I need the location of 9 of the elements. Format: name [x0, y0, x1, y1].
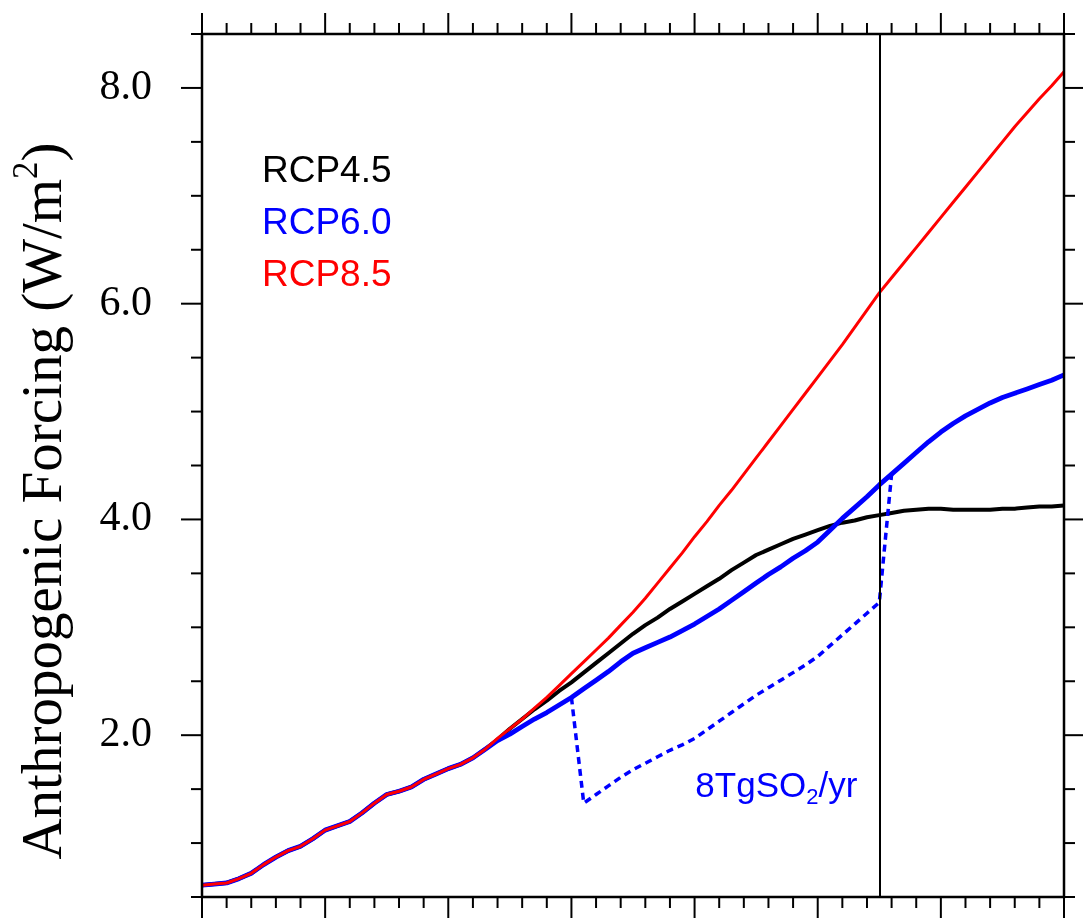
text: RCP8.5 [262, 253, 392, 294]
line-series [569, 472, 894, 805]
y-tick-label: 4.0 [99, 493, 152, 540]
y-tick-label: 8.0 [99, 61, 152, 108]
y-tick-label: 2.0 [99, 709, 152, 756]
text: RCP6.0 [262, 201, 392, 242]
y-tick-label: 6.0 [99, 277, 152, 324]
y-axis-title: Anthropogenic Forcing (W/m2) [6, 142, 74, 860]
text: RCP4.5 [262, 149, 392, 190]
